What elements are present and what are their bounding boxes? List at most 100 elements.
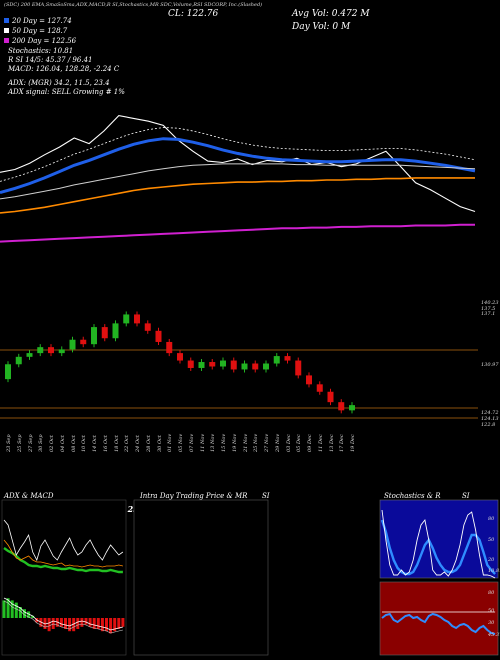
macd-bar [43, 618, 47, 629]
rsi-level-label: 30 [488, 620, 495, 626]
macd-bar [59, 618, 63, 627]
macd-bar [10, 600, 14, 618]
stochastics-title: Stochastics & R [384, 492, 441, 500]
price-chart [0, 115, 478, 419]
adx-macd-title: ADX & MACD [4, 492, 54, 500]
intraday-title: Intra Day Trading Price & MR [140, 492, 248, 500]
macd-bar [117, 618, 121, 629]
rsi-line [381, 612, 496, 635]
macd-bar [31, 615, 35, 618]
macd-readout: MACD: 126.04, 128.28, -2.24 C [8, 65, 120, 73]
stochastics-level-label: 10.81 [488, 568, 500, 574]
candle-body [177, 353, 183, 361]
price-axis-label: 140.23 [481, 300, 499, 306]
envelope-line [0, 127, 476, 182]
price-axis-label: 130.97 [481, 362, 499, 368]
macd-bar [51, 618, 55, 629]
candle-body [252, 363, 259, 370]
candle-body [80, 339, 87, 345]
series-line-close [0, 115, 476, 213]
macd-bar [121, 618, 125, 627]
macd-bar [68, 618, 72, 632]
candle-body [144, 323, 151, 331]
macd-bar [109, 618, 113, 634]
candle-body [241, 363, 248, 370]
macd-bar [96, 618, 100, 629]
stochastics-level-label: 80 [488, 516, 495, 522]
candle-body [284, 356, 291, 361]
macd-bar [88, 618, 92, 627]
rsi-panel [379, 581, 499, 656]
series-line-200-day [0, 223, 475, 243]
macd-bar [84, 618, 88, 625]
ema20-text: 20 Day = 127.74 [12, 17, 72, 25]
macd-bar [72, 618, 76, 632]
ema20-readout: 20 Day = 127.74 [4, 17, 72, 25]
macd-bar [18, 607, 22, 618]
macd-bar [76, 618, 80, 629]
avg-vol-label: Avg Vol: 0.472 M [292, 9, 370, 19]
macd-bar [92, 618, 96, 629]
day-vol-label: Day Vol: 0 M [292, 22, 351, 32]
candle-body [273, 356, 280, 364]
ema200-text: 200 Day = 122.56 [12, 37, 77, 45]
ema50-swatch [4, 28, 9, 33]
candle-body [209, 362, 216, 367]
candle-body [58, 349, 65, 354]
candle-body [69, 339, 76, 350]
macd-line [3, 597, 123, 631]
chart-topline: (SDC) 200 EMA,SmaSoSma,ADX,MACD,R SI,Sto… [4, 2, 263, 8]
price-axis-label: 122.8 [481, 422, 496, 428]
candle-body [220, 360, 226, 367]
candle-body [5, 364, 11, 380]
ema20-swatch [4, 18, 9, 23]
candle-body [198, 362, 205, 368]
macd-bar [100, 618, 104, 632]
price-axis-label: 124.72 [481, 410, 499, 416]
ema50-text: 50 Day = 128.7 [12, 27, 68, 35]
macd-bar [105, 618, 108, 632]
rsi-level-label: 45.37 [488, 632, 500, 638]
series-line-50-day [0, 163, 476, 200]
candle-body [123, 314, 130, 324]
stochastics-readout: Stochastics: 10.81 [8, 47, 74, 55]
candle-body [263, 363, 269, 370]
price-axis-label: 124.13 [481, 416, 499, 422]
intraday-si-label: SI [262, 492, 270, 500]
ema50-readout: 50 Day = 128.7 [4, 27, 67, 35]
intraday-panel-frame [133, 499, 269, 656]
adx-readout: ADX: (MGR) 34.2, 11.5, 23.4 [8, 79, 110, 87]
adx-signal-readout: ADX signal: SELL Growing # 1% [8, 88, 125, 96]
macd-signal-line [3, 600, 123, 634]
candle-body [15, 356, 22, 365]
candle-body [327, 391, 334, 403]
macd-bar [80, 618, 84, 627]
series-line-20-day [0, 137, 476, 195]
candle-body [316, 384, 323, 392]
candle-body [349, 405, 355, 411]
candle-body [134, 314, 140, 324]
ema200-readout: 200 Day = 122.56 [4, 37, 76, 45]
candle-body [338, 402, 345, 411]
candle-body [112, 323, 119, 339]
candle-body [306, 375, 312, 385]
candle-body [37, 347, 44, 354]
candle-body [187, 360, 194, 368]
minus-di-line [3, 539, 123, 568]
macd-bar [27, 611, 31, 618]
macd-bar [23, 609, 26, 618]
candle-body [26, 353, 33, 357]
stochastics-level-label: 50 [488, 537, 495, 543]
macd-bar [2, 600, 6, 618]
price-axis-label: 137.5 [481, 306, 496, 312]
ema200-swatch [4, 38, 9, 43]
rsi-readout: R SI 14/5: 45.37 / 96.41 [8, 56, 93, 64]
rsi-level-label: 50 [488, 608, 495, 614]
stochastics-si-label: SI [462, 492, 470, 500]
stochastic-k-line [381, 509, 496, 579]
macd-bar [113, 618, 117, 632]
rsi-level-label: 80 [488, 590, 495, 596]
candle-body [166, 341, 173, 354]
macd-bar [47, 618, 51, 632]
